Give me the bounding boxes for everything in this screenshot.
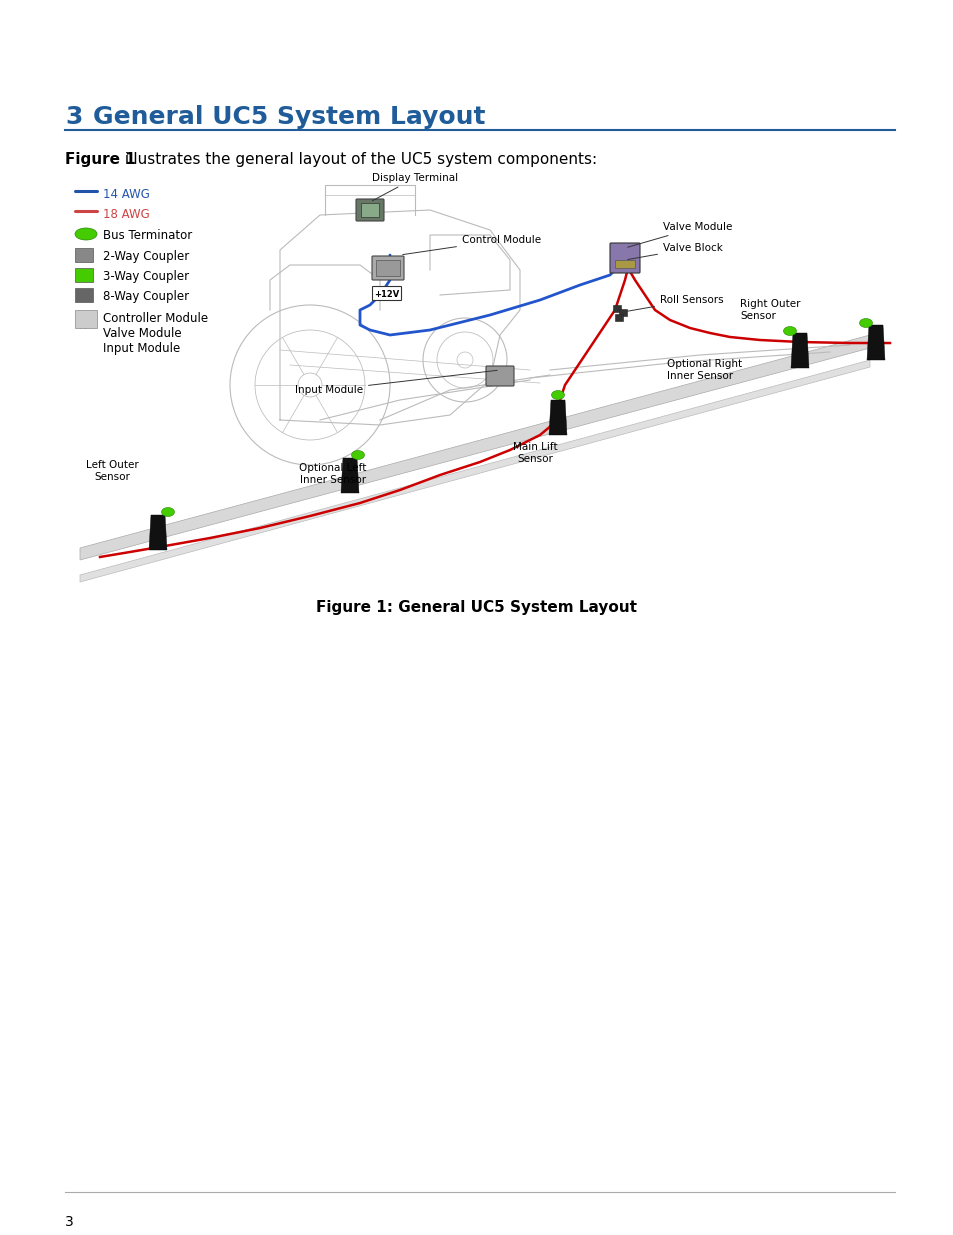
- Bar: [75, 288, 92, 303]
- Ellipse shape: [75, 228, 97, 240]
- FancyBboxPatch shape: [485, 366, 514, 387]
- Polygon shape: [340, 458, 358, 493]
- Text: Valve Module: Valve Module: [627, 222, 732, 247]
- Bar: [75, 248, 92, 262]
- Bar: [615, 314, 622, 321]
- Text: Figure 1: Figure 1: [65, 152, 135, 167]
- Text: 3: 3: [65, 105, 82, 128]
- Bar: [75, 310, 97, 329]
- FancyBboxPatch shape: [372, 256, 403, 280]
- Text: 18 AWG: 18 AWG: [103, 207, 150, 221]
- Text: Figure 1: General UC5 System Layout: Figure 1: General UC5 System Layout: [316, 600, 637, 615]
- Text: Optional Right
Inner Sensor: Optional Right Inner Sensor: [666, 359, 741, 380]
- Text: Bus Terminator: Bus Terminator: [103, 228, 193, 242]
- Ellipse shape: [782, 326, 796, 336]
- Bar: [75, 268, 92, 282]
- Bar: [615, 261, 635, 268]
- Ellipse shape: [859, 319, 872, 327]
- Text: Main Lift
Sensor: Main Lift Sensor: [512, 442, 557, 463]
- Polygon shape: [80, 335, 869, 559]
- Bar: [618, 309, 626, 316]
- Text: Left Outer
Sensor: Left Outer Sensor: [86, 461, 138, 482]
- Text: Roll Sensors: Roll Sensors: [625, 295, 723, 311]
- Polygon shape: [80, 359, 869, 582]
- Text: 2-Way Coupler: 2-Way Coupler: [103, 249, 189, 263]
- Text: +12V: +12V: [374, 290, 399, 299]
- Text: 14 AWG: 14 AWG: [103, 188, 150, 201]
- Ellipse shape: [161, 508, 174, 516]
- Text: 3-Way Coupler: 3-Way Coupler: [103, 270, 189, 283]
- Ellipse shape: [551, 390, 564, 399]
- Polygon shape: [548, 400, 566, 435]
- Ellipse shape: [351, 451, 364, 459]
- Text: Controller Module
Valve Module
Input Module: Controller Module Valve Module Input Mod…: [103, 312, 208, 354]
- FancyBboxPatch shape: [372, 287, 401, 300]
- Bar: [375, 261, 399, 275]
- Text: 3: 3: [65, 1215, 73, 1229]
- Text: General UC5 System Layout: General UC5 System Layout: [92, 105, 485, 128]
- Text: Optional Left
Inner Sensor: Optional Left Inner Sensor: [299, 463, 366, 485]
- Text: Right Outer
Sensor: Right Outer Sensor: [740, 299, 800, 321]
- Text: Display Terminal: Display Terminal: [372, 173, 457, 201]
- Polygon shape: [790, 333, 808, 368]
- Polygon shape: [149, 515, 167, 550]
- Bar: [613, 305, 620, 312]
- FancyBboxPatch shape: [355, 199, 384, 221]
- Polygon shape: [866, 325, 884, 359]
- Text: Control Module: Control Module: [402, 235, 540, 254]
- Text: Input Module: Input Module: [294, 370, 497, 395]
- Text: 8-Way Coupler: 8-Way Coupler: [103, 290, 189, 303]
- Text: Valve Block: Valve Block: [627, 243, 722, 259]
- Text: illustrates the general layout of the UC5 system components:: illustrates the general layout of the UC…: [120, 152, 597, 167]
- Bar: [360, 203, 378, 217]
- FancyBboxPatch shape: [609, 243, 639, 273]
